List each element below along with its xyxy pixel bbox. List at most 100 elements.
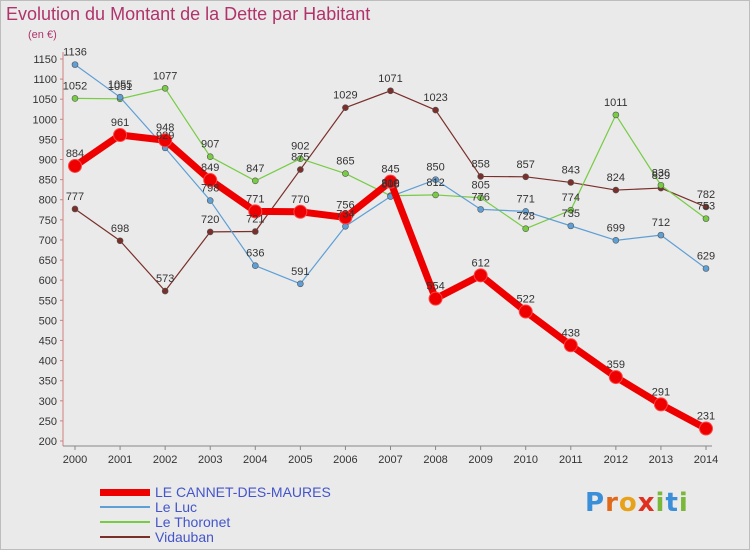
data-label: 798 <box>201 183 219 195</box>
data-label: 591 <box>291 266 309 278</box>
y-tick-label: 350 <box>39 376 57 388</box>
data-point <box>657 231 665 239</box>
data-label: 810 <box>381 178 399 190</box>
data-point <box>432 191 439 199</box>
data-label: 1023 <box>423 92 447 104</box>
data-label: 612 <box>471 257 489 269</box>
data-label: 573 <box>156 273 174 285</box>
data-label: 698 <box>111 223 129 235</box>
data-label: 522 <box>517 294 535 306</box>
data-point <box>248 204 263 219</box>
data-point <box>612 186 620 194</box>
x-tick-label: 2004 <box>243 454 267 466</box>
y-tick-label: 650 <box>39 255 57 267</box>
data-point <box>297 280 304 288</box>
data-label: 847 <box>246 163 264 175</box>
legend: LE CANNET-DES-MAURES Le Luc Le Thoronet … <box>100 484 400 545</box>
data-label: 849 <box>201 162 219 174</box>
y-tick-label: 1050 <box>33 94 57 106</box>
data-point <box>71 61 79 68</box>
data-point <box>432 176 439 183</box>
data-point <box>518 304 533 319</box>
data-point <box>251 228 259 235</box>
data-label: 1077 <box>153 70 177 82</box>
data-label: 843 <box>562 164 580 176</box>
data-point <box>251 177 259 185</box>
x-tick-label: 2006 <box>333 454 357 466</box>
data-label: 858 <box>471 158 489 170</box>
x-tick-label: 2001 <box>108 454 132 466</box>
data-label: 1052 <box>63 80 87 92</box>
data-label: 857 <box>517 159 535 171</box>
legend-swatch-vidauban <box>100 536 150 538</box>
data-point <box>567 222 575 230</box>
data-label: 735 <box>562 208 580 220</box>
data-label: 929 <box>156 130 174 142</box>
data-label: 1011 <box>604 97 628 109</box>
data-point <box>293 204 308 219</box>
data-label: 231 <box>697 411 715 423</box>
data-label: 1055 <box>108 79 132 91</box>
x-tick-label: 2010 <box>513 454 537 466</box>
x-tick-label: 2011 <box>559 454 583 466</box>
y-tick-label: 750 <box>39 215 57 227</box>
data-point <box>477 206 484 213</box>
data-label: 756 <box>336 199 354 211</box>
y-tick-label: 600 <box>39 275 57 287</box>
data-point <box>702 215 710 222</box>
data-label: 808 <box>381 179 399 191</box>
data-label: 829 <box>652 170 670 182</box>
data-point <box>699 421 713 436</box>
logo-letter: i <box>655 488 666 518</box>
data-point <box>563 338 578 353</box>
data-label: 774 <box>562 192 580 204</box>
data-label: 753 <box>697 201 715 213</box>
y-tick-label: 1100 <box>33 74 57 86</box>
data-point <box>387 87 394 95</box>
data-point <box>702 203 710 211</box>
data-label: 554 <box>426 281 444 293</box>
x-tick-label: 2003 <box>198 454 222 466</box>
data-label: 776 <box>471 191 489 203</box>
data-label: 884 <box>66 148 84 160</box>
y-tick-label: 900 <box>39 155 57 167</box>
data-point <box>161 287 169 295</box>
data-label: 777 <box>66 191 84 203</box>
x-tick-label: 2013 <box>649 454 673 466</box>
logo-letter: r <box>605 488 619 518</box>
legend-label-le-thoronet: Le Thoronet <box>155 514 231 530</box>
logo-letter: P <box>585 488 606 518</box>
data-point <box>567 206 575 214</box>
y-tick-label: 1150 <box>33 54 57 66</box>
data-label: 1029 <box>333 90 357 102</box>
legend-label-vidauban: Vidauban <box>155 529 214 545</box>
logo-letter: i <box>678 488 689 518</box>
data-label: 782 <box>697 189 715 201</box>
data-point <box>522 173 530 181</box>
data-point <box>612 111 620 119</box>
data-point <box>71 95 79 102</box>
data-label: 771 <box>517 193 535 205</box>
y-tick-label: 800 <box>39 195 57 207</box>
x-tick-label: 2005 <box>288 454 312 466</box>
proxiti-logo: Proxiti <box>585 488 689 518</box>
data-point <box>206 228 214 236</box>
x-tick-label: 2009 <box>468 454 492 466</box>
y-tick-label: 400 <box>39 356 57 368</box>
data-label: 865 <box>336 156 354 168</box>
legend-swatch-cannet <box>100 488 150 496</box>
legend-item-cannet: LE CANNET-DES-MAURES <box>100 484 400 500</box>
data-point <box>383 174 398 189</box>
x-tick-label: 2000 <box>63 454 87 466</box>
data-point <box>251 262 259 269</box>
data-label: 805 <box>471 180 489 192</box>
data-label: 629 <box>697 250 715 262</box>
logo-letter: x <box>637 488 656 518</box>
data-point <box>161 85 169 92</box>
series-line-2 <box>74 87 707 230</box>
y-tick-label: 950 <box>39 134 57 146</box>
data-point <box>203 173 218 188</box>
data-label: 845 <box>381 164 399 176</box>
